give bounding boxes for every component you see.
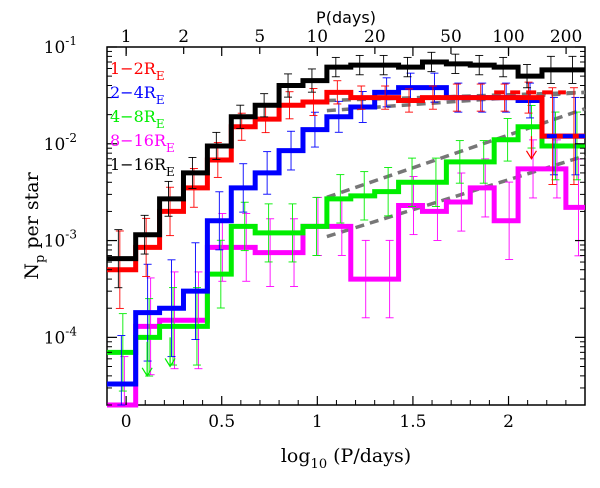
legend-entry-4: 8−16RE	[110, 131, 175, 155]
y-tick-label-3: 10-1	[44, 34, 77, 58]
legend-entry-0: 1−16RE	[110, 155, 175, 179]
limit-arrowhead-2	[525, 150, 537, 160]
top-tick-label-2: 5	[254, 27, 265, 47]
step-line-4	[107, 166, 585, 408]
top-tick-label-0: 1	[121, 27, 132, 47]
axis-ticks: 0 0.5 1 1.5 2 1 2 5 10 20 50 100 200 10-4 10-3 10-2 10-1	[44, 27, 585, 432]
x-tick-label-4: 2	[503, 412, 514, 432]
x-tick-label-3: 1.5	[399, 412, 426, 432]
x-tick-label-2: 1	[312, 412, 323, 432]
top-tick-label-6: 100	[492, 27, 524, 47]
series-2	[107, 72, 585, 406]
series-4	[107, 139, 585, 408]
legend-entry-3: 4−8RE	[110, 107, 165, 131]
legend-entry-2: 2−4RE	[110, 83, 165, 107]
axes-frame	[106, 46, 586, 406]
y-tick-label-0: 10-4	[44, 324, 78, 348]
top-tick-label-1: 2	[178, 27, 189, 47]
top-tick-label-7: 200	[550, 27, 582, 47]
step-line-0	[107, 59, 585, 262]
top-tick-label-5: 50	[440, 27, 462, 47]
y-axis-title: Np per star	[21, 171, 48, 279]
power-law-fits	[326, 90, 586, 239]
limit-arrowhead-1	[164, 358, 176, 368]
x-tick-label-0: 0	[121, 412, 132, 432]
y-tick-label-1: 10-3	[44, 228, 77, 252]
series-3	[107, 104, 585, 392]
legend-entry-1: 1−2RE	[110, 59, 165, 83]
top-tick-label-4: 20	[364, 27, 386, 47]
axis-labels: P(days) log10 (P/days) Np per star	[21, 8, 411, 472]
plot-frame	[106, 46, 586, 406]
limit-arrowhead-0	[141, 367, 153, 377]
series-0	[107, 51, 585, 289]
y-tick-label-2: 10-2	[44, 131, 77, 155]
x-tick-label-1: 0.5	[208, 412, 235, 432]
x-axis-title: log10 (P/days)	[281, 445, 411, 472]
top-tick-label-3: 10	[306, 27, 328, 47]
step-line-3	[107, 124, 585, 355]
series-group	[107, 51, 585, 408]
top-axis-title: P(days)	[316, 8, 376, 27]
